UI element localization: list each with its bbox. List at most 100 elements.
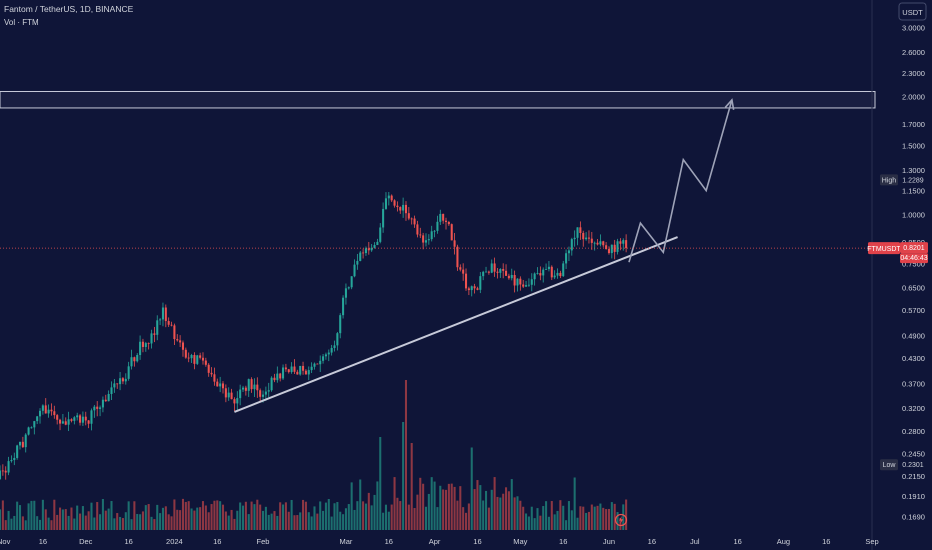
volume-bar	[4, 520, 7, 530]
candle-body	[573, 237, 576, 240]
candle-body	[542, 269, 545, 276]
volume-bar	[13, 515, 16, 530]
candle-body	[150, 333, 153, 344]
candle-body	[453, 240, 456, 247]
time-tick-label: Apr	[429, 537, 441, 546]
time-tick-label: 16	[559, 537, 567, 546]
volume-bar	[593, 506, 596, 530]
candle-body	[505, 270, 508, 276]
volume-bar	[322, 510, 325, 530]
volume-bar	[79, 513, 82, 530]
candle-body	[430, 231, 433, 240]
candle-body	[539, 273, 542, 276]
volume-bar	[56, 514, 59, 530]
volume-bar	[424, 506, 428, 530]
volume-bar	[141, 511, 144, 530]
volume-bar	[330, 516, 333, 530]
candle-body	[73, 417, 76, 421]
volume-bar	[530, 506, 533, 530]
volume-bar	[38, 519, 42, 530]
candle-body	[333, 345, 336, 349]
volume-bar	[479, 485, 482, 530]
volume-bar	[419, 477, 422, 530]
volume-bar	[153, 519, 156, 530]
candle-body	[625, 240, 628, 249]
volume-bar	[124, 512, 127, 530]
symbol-title[interactable]: Fantom / TetherUS, 1D, BINANCE	[4, 4, 134, 14]
projection-arrowhead	[724, 98, 735, 110]
volume-bar	[370, 505, 373, 530]
candle-body	[187, 357, 190, 359]
candle-body	[379, 227, 382, 242]
candle-body	[273, 377, 276, 381]
candle-body	[610, 244, 613, 254]
volume-indicator-label[interactable]: Vol · FTM	[4, 18, 39, 27]
volume-bar	[290, 499, 293, 530]
high-label: High	[882, 177, 897, 184]
volume-bar	[236, 510, 239, 530]
volume-bar	[550, 501, 553, 530]
candle-body	[233, 399, 236, 404]
candle-body	[516, 278, 519, 286]
candle-body	[370, 247, 373, 251]
volume-bar	[41, 499, 44, 530]
candle-body	[559, 272, 562, 277]
volume-bar	[382, 512, 385, 530]
support-trendline[interactable]	[234, 236, 678, 413]
price-tick-label: 0.5700	[902, 306, 925, 315]
time-tick-label: Mar	[339, 537, 352, 546]
volume-bar	[116, 513, 119, 530]
candle-body	[124, 378, 127, 382]
candle-body	[362, 252, 365, 254]
alert-icon[interactable]	[614, 513, 628, 527]
volume-bar	[342, 514, 345, 530]
candle-body	[324, 354, 327, 357]
candle-body	[53, 411, 56, 416]
volume-bar	[259, 504, 262, 530]
volume-bar	[121, 518, 124, 530]
price-tick-label: 1.7000	[902, 120, 925, 129]
high-label-box	[880, 174, 898, 186]
volume-bar	[159, 513, 162, 530]
candle-body	[499, 269, 502, 273]
volume-bar	[350, 482, 353, 530]
candle-body	[164, 307, 167, 322]
volume-bar	[201, 501, 205, 530]
candle-body	[364, 248, 367, 254]
candle-body	[570, 239, 573, 251]
volume-bar	[622, 504, 625, 530]
candle-body	[213, 374, 216, 382]
volume-bar	[270, 513, 273, 530]
time-tick-label: 2024	[166, 537, 183, 546]
candle-body	[110, 387, 113, 394]
time-tick-label: 16	[473, 537, 481, 546]
price-tick-label: 0.1690	[902, 513, 925, 522]
candle-body	[93, 406, 96, 411]
volume-bar	[170, 516, 173, 530]
volume-bar	[364, 503, 367, 530]
candle-body	[547, 266, 550, 270]
volume-bar	[573, 477, 576, 530]
candle-body	[147, 343, 150, 344]
volume-bar	[27, 503, 30, 530]
candle-body	[599, 241, 602, 245]
volume-bar	[450, 483, 453, 530]
projection-path[interactable]	[628, 99, 733, 263]
time-tick-label: Dec	[79, 537, 93, 546]
currency-button[interactable]: USDT	[898, 2, 927, 21]
volume-bar	[313, 506, 316, 530]
candle-body	[436, 221, 439, 231]
candle-body	[256, 384, 259, 391]
volume-bar	[210, 504, 213, 530]
volume-bar	[367, 492, 370, 530]
candle-body	[479, 276, 482, 290]
candle-body	[161, 307, 164, 320]
candle-body	[299, 365, 302, 375]
candle-body	[250, 379, 253, 390]
volume-bar	[482, 500, 485, 530]
resistance-zone[interactable]	[0, 90, 876, 109]
candle-body	[113, 383, 116, 388]
candle-body	[344, 288, 347, 298]
price-tick-label: 0.2150	[902, 472, 925, 481]
